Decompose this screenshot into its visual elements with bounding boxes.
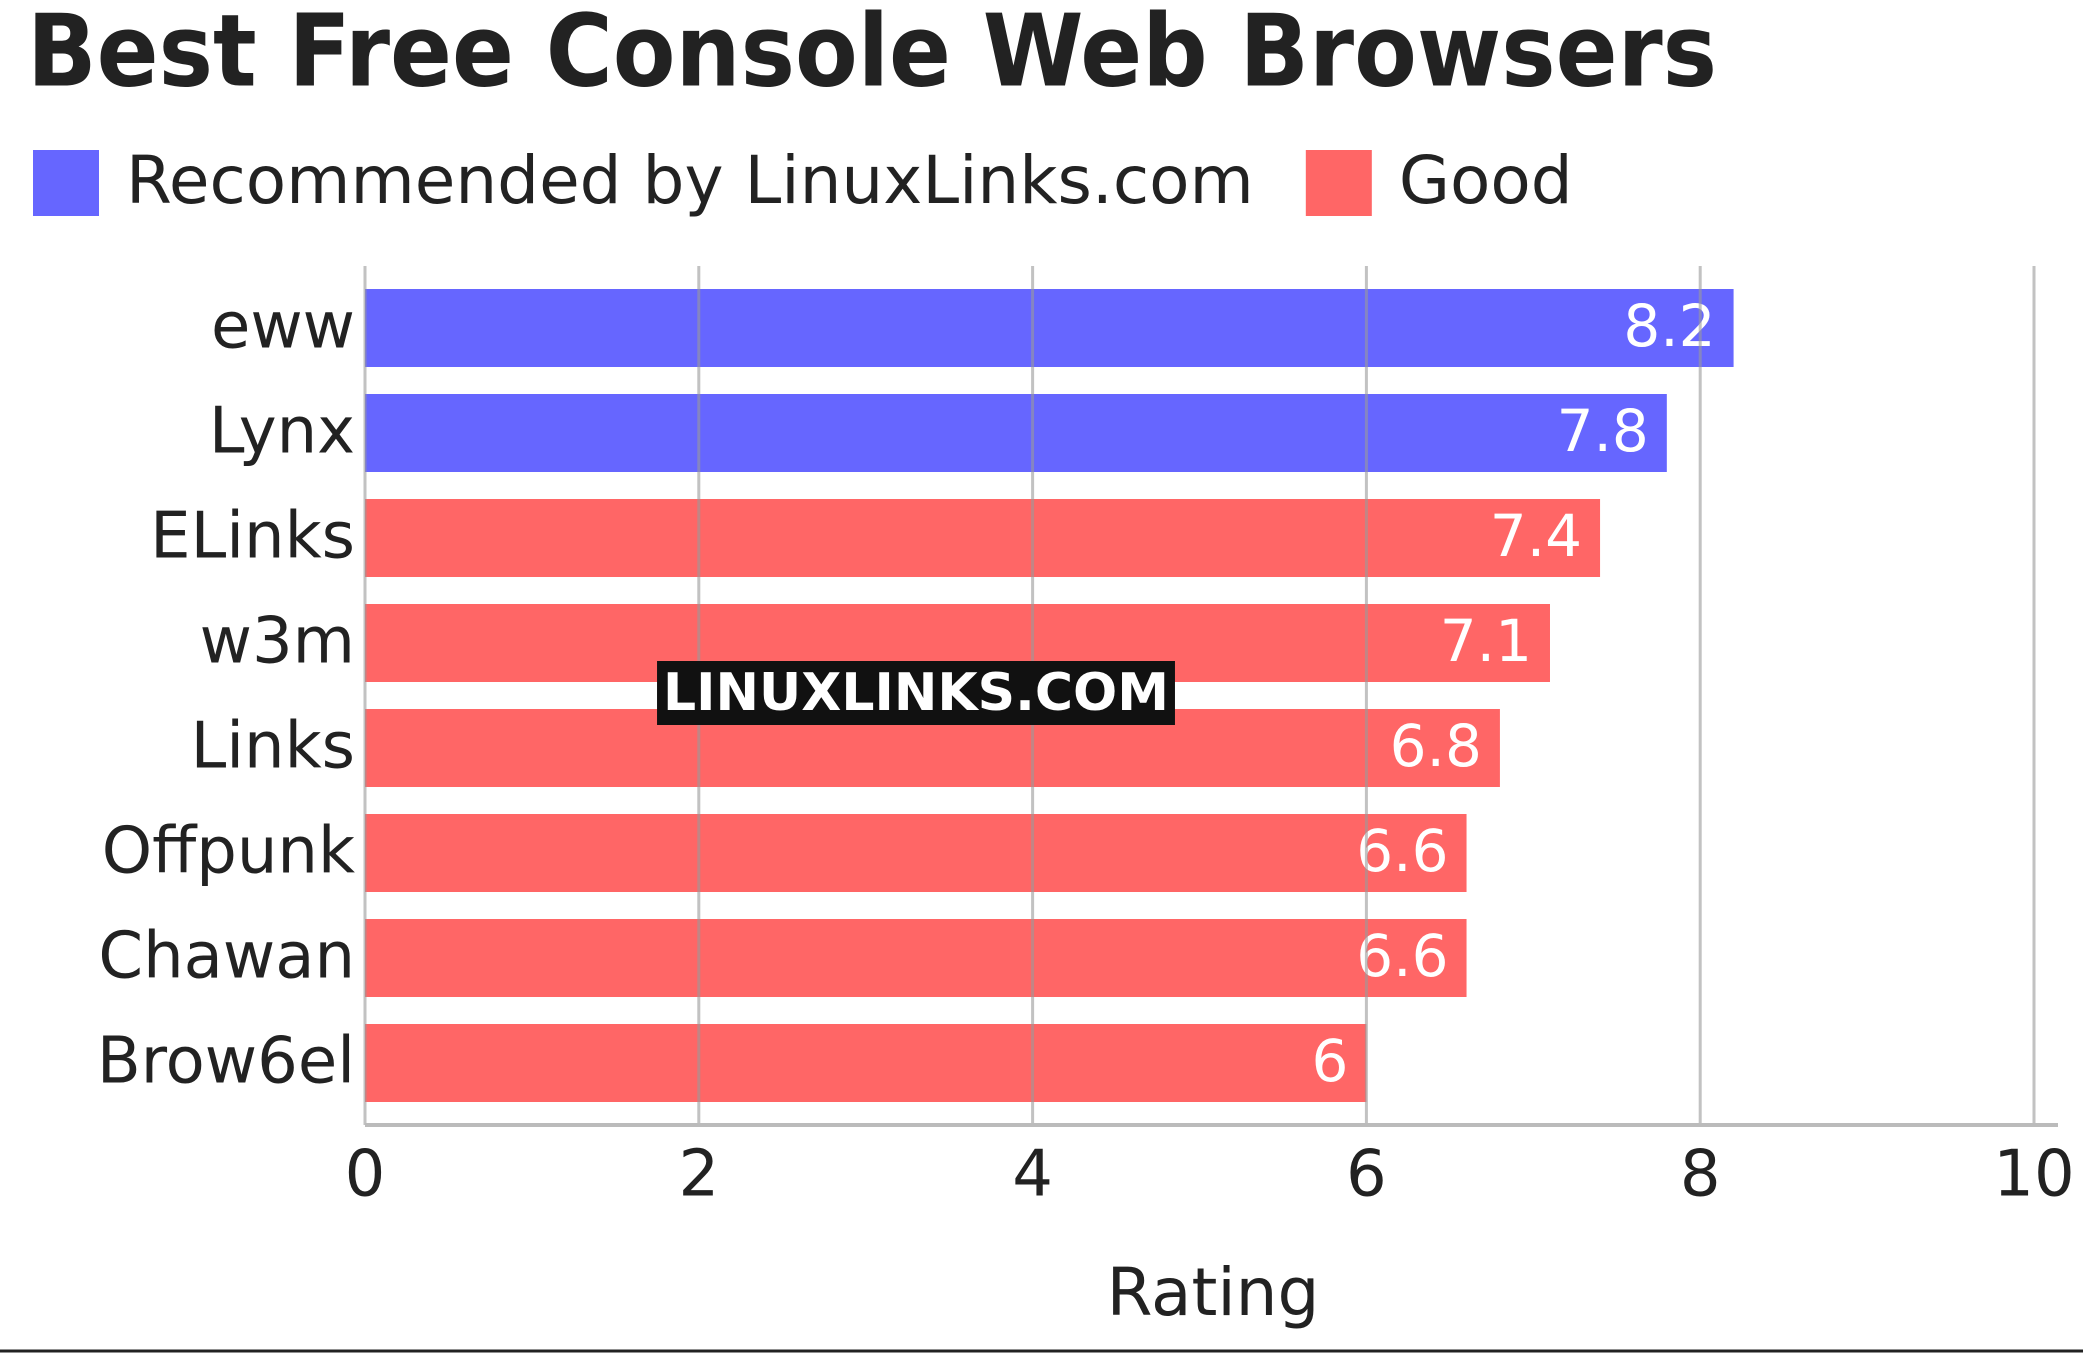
x-tick-label: 0 xyxy=(345,1138,386,1212)
x-axis-label: Rating xyxy=(1107,1254,1320,1331)
legend-swatch xyxy=(1305,150,1372,216)
chart-title: Best Free Console Web Browsers xyxy=(27,0,1717,109)
legend-label: Recommended by LinuxLinks.com xyxy=(126,142,1254,219)
y-tick-label: ELinks xyxy=(150,500,355,574)
y-tick-label: Chawan xyxy=(98,920,355,994)
x-tick-label: 10 xyxy=(1993,1138,2074,1212)
value-label: 8.2 xyxy=(1623,292,1715,360)
x-tick-label: 4 xyxy=(1012,1138,1053,1212)
value-label: 7.4 xyxy=(1490,502,1582,570)
legend-label: Good xyxy=(1399,142,1573,219)
y-tick-label: eww xyxy=(211,290,355,364)
bar xyxy=(365,499,1601,577)
bar xyxy=(365,289,1734,367)
legend-swatch xyxy=(33,150,99,216)
watermark-background xyxy=(657,661,1175,725)
bar xyxy=(365,1024,1367,1102)
bar xyxy=(365,814,1467,892)
x-tick-label: 6 xyxy=(1346,1138,1387,1212)
bar xyxy=(365,919,1467,997)
value-label: 6.6 xyxy=(1356,922,1448,990)
value-label: 6.8 xyxy=(1390,712,1482,780)
y-tick-label: w3m xyxy=(200,605,355,679)
x-tick-label: 8 xyxy=(1680,1138,1721,1212)
value-label: 7.1 xyxy=(1440,607,1532,675)
y-tick-label: Links xyxy=(191,710,355,784)
y-tick-label: Brow6el xyxy=(97,1025,355,1099)
value-label: 7.8 xyxy=(1557,397,1649,465)
y-tick-label: Offpunk xyxy=(102,815,355,889)
bar xyxy=(365,394,1667,472)
y-tick-label: Lynx xyxy=(209,395,355,469)
watermark: LINUXLINKS.COM xyxy=(663,663,1169,723)
x-tick-label: 2 xyxy=(678,1138,719,1212)
value-label: 6 xyxy=(1311,1027,1348,1095)
value-label: 6.6 xyxy=(1356,817,1448,885)
